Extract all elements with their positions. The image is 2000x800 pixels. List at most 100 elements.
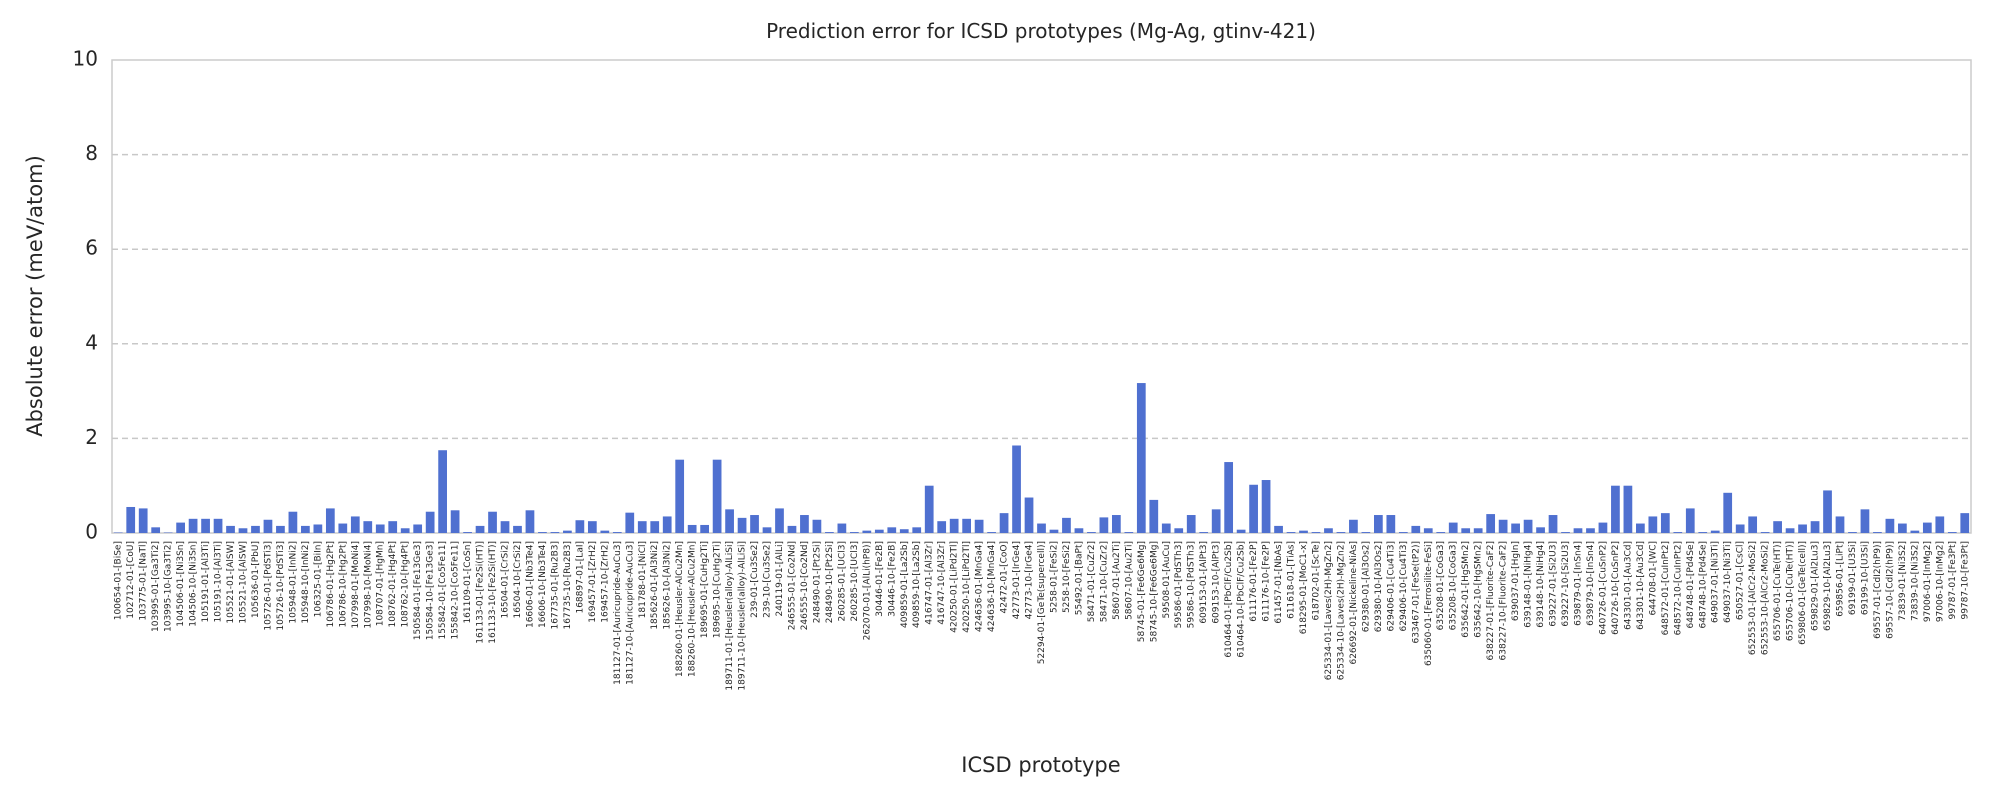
bar <box>1823 490 1832 533</box>
bar <box>1124 532 1134 533</box>
x-tick-label: 246555-10-[Co2Nd] <box>800 541 810 630</box>
bar <box>650 521 660 533</box>
x-tick-label: 106325-01-[BiIn] <box>313 541 323 617</box>
bar <box>313 524 323 533</box>
x-tick-label: 103995-10-[Ga3Ti2] <box>164 541 174 632</box>
bar <box>251 525 260 533</box>
bar <box>1386 515 1396 533</box>
bar <box>1423 528 1433 533</box>
bar <box>488 511 497 533</box>
bar <box>1848 532 1857 533</box>
y-tick-label: 10 <box>73 47 98 71</box>
y-tick-label: 6 <box>85 236 98 260</box>
x-tick-label: 239-01-[Cu3Se2] <box>750 541 760 618</box>
bar <box>1760 532 1770 533</box>
x-tick-label: 161133-01-[Fe2Si(HT)] <box>476 541 486 644</box>
bar <box>1236 529 1246 533</box>
bar <box>924 485 934 533</box>
bar <box>301 525 310 533</box>
x-tick-label: 100654-01-[BiSe] <box>114 541 124 620</box>
bar <box>1947 532 1957 533</box>
bar <box>1710 530 1720 533</box>
x-tick-label: 655706-01-[CuTe(HT)] <box>1773 541 1783 641</box>
bar <box>388 521 398 533</box>
bar <box>1049 529 1059 533</box>
x-tick-label: 58471-10-[CuZr2] <box>1099 541 1109 622</box>
x-tick-label: 246555-01-[Co2Nd] <box>787 541 797 630</box>
bar <box>1611 485 1620 533</box>
bar <box>1024 497 1034 533</box>
x-tick-label: 416747-01-[Al3Zr] <box>925 541 935 625</box>
bar <box>513 525 522 533</box>
bar <box>1336 532 1346 533</box>
x-tick-label: 161133-10-[Fe2Si(HT)] <box>488 541 498 644</box>
x-tick-label: 635642-01-[HgSMn2] <box>1461 541 1471 638</box>
bar <box>1960 513 1970 533</box>
bar <box>238 528 248 533</box>
bar <box>825 532 834 533</box>
bar <box>525 510 535 533</box>
x-tick-label: 185626-01-[Al3Ni2] <box>650 541 660 630</box>
x-tick-label: 185626-10-[Al3Ni2] <box>663 541 673 630</box>
x-tick-label: 104506-01-[Ni3Sn] <box>176 541 186 627</box>
bar <box>1860 509 1870 533</box>
x-tick-label: 639227-01-[Si2U3] <box>1549 541 1559 627</box>
x-tick-label: 73839-01-[Ni3S2] <box>1898 541 1908 621</box>
x-tick-label: 638227-10-[Fluorite-CaF2] <box>1499 541 1509 660</box>
bar <box>475 525 485 533</box>
x-tick-label: 629380-01-[Al3Os2] <box>1361 541 1371 632</box>
x-tick-label: 626692-01-[Nickeline-NiAs] <box>1349 541 1359 665</box>
x-tick-label: 659856-01-[LiPt] <box>1835 541 1845 617</box>
x-axis-label: ICSD prototype <box>961 753 1120 777</box>
bar <box>1698 532 1708 533</box>
x-tick-label: 638227-01-[Fluorite-CaF2] <box>1486 541 1496 660</box>
x-tick-label: 188260-10-[Heusler-AlCu2Mn] <box>688 541 698 677</box>
x-tick-label: 58607-01-[Au2Ti] <box>1112 541 1122 620</box>
x-tick-label: 611618-01-[TiAs] <box>1287 541 1297 619</box>
bar <box>176 522 185 533</box>
bar <box>538 532 547 533</box>
x-tick-label: 58745-01-[Fe6Ge6Mg] <box>1137 541 1147 642</box>
x-tick-label: 58745-10-[Fe6Ge6Mg] <box>1149 541 1159 642</box>
y-tick-label: 2 <box>85 425 98 449</box>
bar <box>687 524 697 533</box>
bar <box>1810 521 1820 533</box>
x-tick-label: 58607-10-[Au2Ti] <box>1124 541 1134 620</box>
x-tick-label: 108762-01-[Hg4Pt] <box>388 541 398 628</box>
bar <box>1136 383 1146 533</box>
bar <box>662 516 672 533</box>
x-tick-label: 649037-10-[Ni3Ti] <box>1723 541 1733 623</box>
bar <box>937 521 947 533</box>
bar <box>1523 519 1533 533</box>
x-tick-label: 168897-01-[LaI] <box>575 541 585 614</box>
x-tick-label: 611457-01-[NbAs] <box>1274 541 1284 624</box>
bar <box>1636 523 1645 533</box>
x-tick-label: 640726-10-[CuSnP2] <box>1611 541 1621 635</box>
bar <box>1748 516 1758 533</box>
x-tick-label: 633467-01-[FeSe(tP2)] <box>1411 541 1421 644</box>
x-tick-label: 181127-10-[Auricupride-AuCu3] <box>625 541 635 685</box>
bar <box>575 520 585 533</box>
x-tick-label: 640726-01-[CuSnP2] <box>1598 541 1608 635</box>
bar <box>1161 523 1171 533</box>
bar <box>1723 492 1733 533</box>
x-tick-label: 59586-01-[PdSTh3] <box>1174 541 1184 628</box>
x-tick-label: 55492-01-[BaPt] <box>1074 541 1084 615</box>
bar <box>1411 525 1421 533</box>
x-tick-label: 42773-10-[IrGe4] <box>1025 541 1035 619</box>
bar <box>1873 532 1882 533</box>
x-tick-label: 652553-10-[AlCr2-MoSi2] <box>1761 541 1771 655</box>
x-tick-label: 105726-01-[PdSTi3] <box>263 541 273 631</box>
bar <box>338 523 348 533</box>
bar <box>775 508 784 533</box>
bar <box>138 508 148 533</box>
bar <box>800 515 809 533</box>
y-tick-label: 8 <box>85 141 98 165</box>
x-tick-label: 248490-01-[Pt2Si] <box>812 541 822 623</box>
x-tick-label: 639148-10-[NiHg4] <box>1536 541 1546 628</box>
x-tick-label: 629406-10-[Cu4Ti3] <box>1399 541 1409 632</box>
x-tick-label: 262070-01-[AlLi(hP8)] <box>862 541 872 640</box>
x-tick-label: 16504-01-[CrSi2] <box>501 541 511 619</box>
x-tick-label: 150584-10-[Fe13Ge3] <box>426 541 436 640</box>
